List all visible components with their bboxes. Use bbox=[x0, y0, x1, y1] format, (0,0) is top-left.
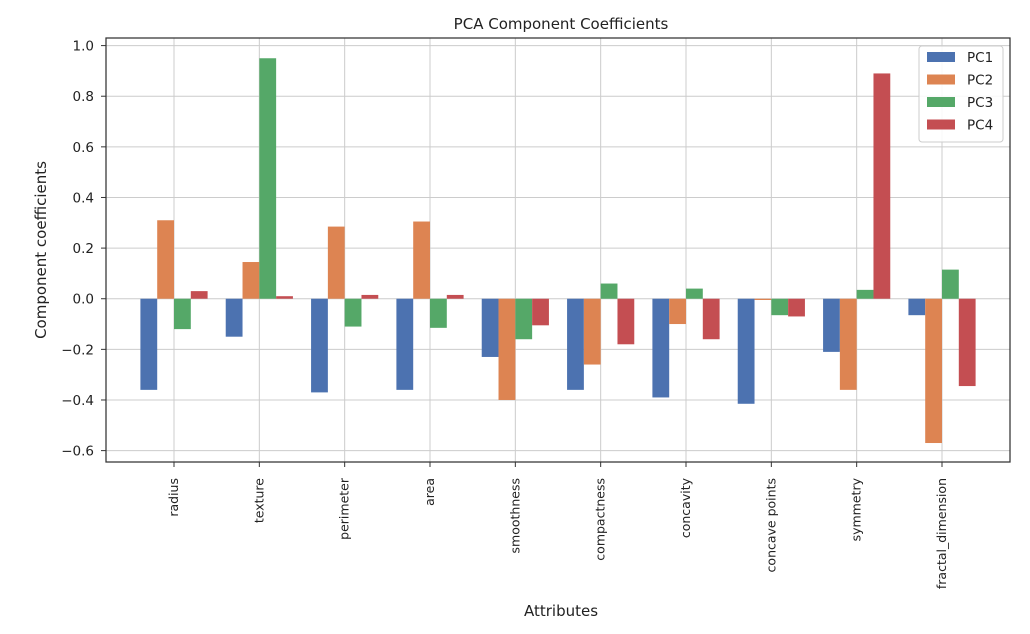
y-tick-label: 0.2 bbox=[73, 241, 94, 257]
x-axis-label: Attributes bbox=[524, 602, 598, 620]
bar-pc1-area bbox=[396, 298, 414, 390]
y-tick-label: 0.6 bbox=[73, 140, 94, 156]
legend-label-pc2: PC2 bbox=[967, 73, 993, 89]
x-tick-label: area bbox=[422, 478, 437, 506]
legend-label-pc3: PC3 bbox=[967, 95, 993, 111]
x-tick-label: symmetry bbox=[849, 477, 864, 541]
bar-pc4-symmetry bbox=[873, 73, 891, 299]
legend: PC1 PC2 PC3 PC4 bbox=[918, 45, 1004, 143]
bar-pc4-perimeter bbox=[361, 294, 379, 299]
bar-pc3-symmetry bbox=[856, 289, 874, 299]
bar-pc3-area bbox=[430, 298, 447, 328]
bar-pc3-concave-points bbox=[771, 298, 789, 316]
y-tick-label: 1.0 bbox=[73, 39, 94, 55]
y-tick-label: 0.0 bbox=[73, 292, 94, 308]
legend-swatch-pc1 bbox=[927, 52, 955, 62]
x-tick-label: perimeter bbox=[337, 477, 352, 540]
bar-pc1-fractal-dimension bbox=[908, 298, 926, 316]
plot-frame bbox=[105, 37, 1011, 463]
x-tick-label: smoothness bbox=[507, 478, 522, 553]
legend-swatch-pc2 bbox=[927, 74, 955, 85]
axes: 1.0 0.8 0.6 0.4 0.2 0.0 −0.2 −0.4 −0.6 radius text… bbox=[61, 37, 1011, 589]
y-tick-label: 0.4 bbox=[73, 190, 94, 206]
y-tick-label: −0.6 bbox=[61, 444, 94, 460]
bars bbox=[140, 58, 976, 444]
bar-pc2-fractal-dimension bbox=[925, 298, 942, 444]
bar-pc3-perimeter bbox=[344, 298, 362, 327]
legend-label-pc4: PC4 bbox=[967, 118, 993, 134]
bar-pc3-texture bbox=[259, 58, 277, 299]
legend-label-pc1: PC1 bbox=[967, 50, 993, 66]
bar-pc2-smoothness bbox=[498, 298, 516, 400]
x-tick-label: compactness bbox=[593, 478, 608, 561]
legend-swatch-pc4 bbox=[927, 119, 955, 130]
legend-box bbox=[918, 45, 1004, 143]
bar-pc4-area bbox=[446, 294, 464, 299]
bar-pc2-concave-points bbox=[754, 298, 772, 300]
bar-pc3-concavity bbox=[686, 288, 703, 299]
chart-title: PCA Component Coefficients bbox=[454, 15, 669, 33]
bar-pc1-symmetry bbox=[823, 298, 840, 352]
x-tick-label: fractal_dimension bbox=[934, 478, 949, 589]
bar-pc3-compactness bbox=[600, 283, 618, 299]
bar-pc3-smoothness bbox=[515, 298, 533, 340]
bar-pc3-radius bbox=[174, 298, 191, 330]
bar-pc2-concavity bbox=[669, 298, 686, 325]
x-tick-label: concavity bbox=[678, 477, 693, 538]
bar-pc4-concavity bbox=[702, 298, 720, 340]
x-tick-label: texture bbox=[251, 478, 266, 523]
bar-pc3-fractal-dimension bbox=[942, 269, 959, 299]
y-tick-label: −0.4 bbox=[61, 393, 94, 409]
bar-pc4-fractal-dimension bbox=[958, 298, 976, 387]
bar-pc2-radius bbox=[157, 220, 174, 299]
bar-pc2-texture bbox=[242, 262, 260, 299]
bar-pc2-perimeter bbox=[327, 226, 345, 299]
bar-pc2-symmetry bbox=[839, 298, 857, 390]
bar-pc4-concave-points bbox=[788, 298, 805, 317]
bar-pc1-compactness bbox=[567, 298, 584, 390]
bar-pc2-area bbox=[413, 221, 430, 299]
bar-pc1-smoothness bbox=[481, 298, 499, 357]
x-tick-label: radius bbox=[166, 478, 181, 517]
bar-pc4-smoothness bbox=[532, 298, 549, 326]
bar-pc2-compactness bbox=[583, 298, 601, 365]
bar-pc1-perimeter bbox=[311, 298, 328, 393]
bar-pc1-texture bbox=[225, 298, 243, 337]
bar-pc4-texture bbox=[276, 296, 293, 299]
y-tick-label: 0.8 bbox=[73, 89, 94, 105]
bar-pc4-compactness bbox=[617, 298, 635, 345]
legend-swatch-pc3 bbox=[927, 97, 955, 107]
y-axis-label: Component coefficients bbox=[32, 161, 50, 339]
x-tick-label: concave points bbox=[763, 478, 778, 572]
y-tick-label: −0.2 bbox=[61, 342, 94, 358]
bar-pc1-radius bbox=[140, 298, 158, 390]
bar-pc4-radius bbox=[190, 291, 208, 299]
bar-pc1-concave-points bbox=[737, 298, 755, 404]
bar-pc1-concavity bbox=[652, 298, 670, 398]
